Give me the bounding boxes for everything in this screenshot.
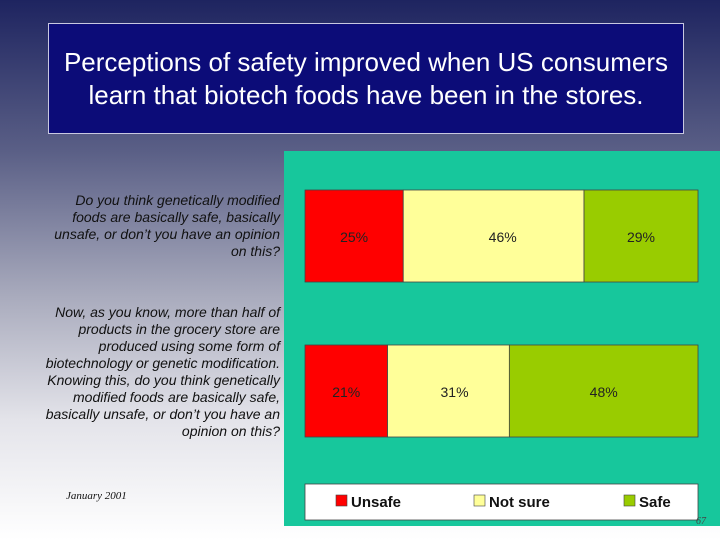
data-label-unsafe-1: 25% [340,229,368,245]
legend-swatch-not-sure [473,494,486,507]
bar-unsafe-2 [304,344,388,438]
legend-swatch-safe [623,494,636,507]
legend-swatch-unsafe [335,494,348,507]
page-number: 67 [696,516,706,527]
data-label-not-sure-2: 31% [441,384,469,400]
bar-not-sure-2 [387,344,510,438]
bar-not-sure-1 [402,189,585,283]
data-label-not-sure-1: 46% [489,229,517,245]
date-label: January 2001 [66,490,127,502]
bar-unsafe-1 [304,189,404,283]
legend-label-not-sure: Not sure [489,494,550,511]
bar-safe-2 [508,344,699,438]
legend-label-unsafe: Unsafe [351,494,401,511]
page-title: Perceptions of safety improved when US c… [63,46,669,110]
bar-safe-1 [583,189,699,283]
question-2: Now, as you know, more than half of prod… [45,304,280,439]
data-label-unsafe-2: 21% [332,384,360,400]
title-box: Perceptions of safety improved when US c… [48,23,684,134]
question-1: Do you think genetically modified foods … [54,192,280,259]
data-label-safe-1: 29% [627,229,655,245]
data-label-safe-2: 48% [590,384,618,400]
legend-label-safe: Safe [639,494,671,511]
